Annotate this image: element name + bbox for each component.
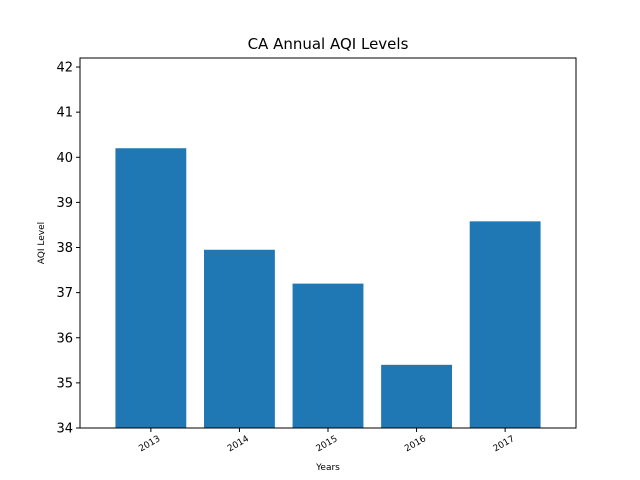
y-tick-label: 39 (56, 196, 73, 211)
y-tick-label: 40 (56, 151, 73, 166)
chart-title: CA Annual AQI Levels (248, 35, 409, 53)
x-axis-label: Years (315, 463, 340, 473)
y-tick-label: 41 (56, 106, 73, 121)
x-tick-label: 2016 (403, 434, 428, 454)
bar-2015 (292, 283, 364, 428)
y-tick-label: 35 (56, 376, 73, 391)
x-tick-label: 2015 (315, 434, 340, 454)
y-axis: 34 35 36 37 38 39 40 41 42 (56, 61, 80, 437)
x-tick-label: 2017 (492, 434, 517, 454)
y-tick-label: 34 (56, 422, 73, 437)
bars-layer (115, 148, 541, 428)
bar-2017 (469, 221, 541, 428)
y-axis-label: AQI Level (37, 222, 47, 264)
y-tick-label: 42 (56, 61, 73, 76)
bar-2013 (115, 148, 187, 428)
y-tick-label: 37 (56, 286, 73, 301)
x-tick-label: 2014 (226, 434, 251, 454)
x-tick-label: 2013 (137, 434, 162, 454)
bar-2014 (204, 249, 275, 428)
x-axis: 2013 2014 2015 2016 2017 (137, 428, 517, 454)
bar-2016 (381, 364, 452, 428)
y-tick-label: 38 (56, 241, 73, 256)
y-tick-label: 36 (56, 331, 73, 346)
